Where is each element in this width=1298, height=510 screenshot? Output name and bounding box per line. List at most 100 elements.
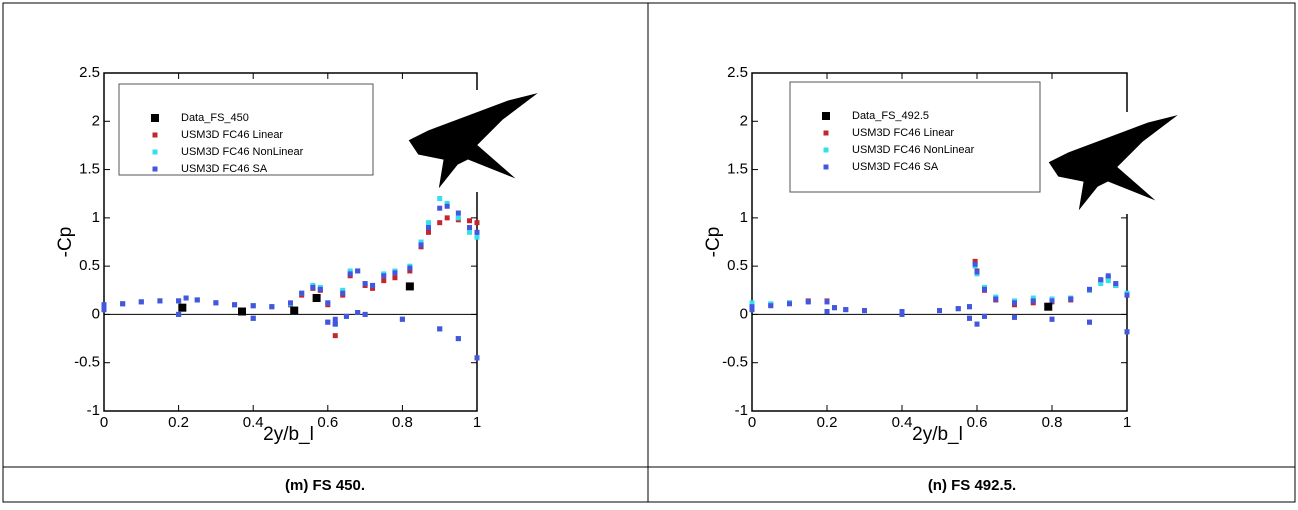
cfd-point [250, 303, 256, 309]
y-tick-label: -1 [87, 402, 100, 419]
cfd-point [972, 258, 978, 264]
cfd-point [325, 319, 331, 325]
cfd-point [1012, 300, 1017, 306]
y-tick-label: 0 [92, 305, 100, 322]
cfd-point [955, 306, 961, 312]
y-axis-label: -Cp [703, 227, 724, 258]
cfd-point [310, 284, 316, 290]
cfd-point [213, 300, 219, 306]
data-point [178, 303, 187, 312]
cfd-point [399, 316, 405, 322]
cfd-point [340, 290, 346, 296]
x-tick-label: 0 [100, 414, 108, 431]
legend-box [118, 83, 374, 176]
x-tick-label: 0.6 [967, 414, 988, 431]
cfd-point [787, 301, 792, 307]
y-tick-label: 1 [92, 209, 100, 226]
cfd-point [843, 307, 849, 313]
cfd-point [347, 271, 353, 277]
legend-label: USM3D FC46 SA [852, 161, 939, 173]
legend-label: USM3D FC46 Linear [181, 129, 283, 141]
cfd-point [299, 290, 305, 296]
x-tick-label: 0.8 [1042, 414, 1063, 431]
legend-label: USM3D FC46 Linear [852, 127, 954, 139]
cfd-point [332, 333, 338, 339]
airplane-icon [407, 91, 541, 192]
cfd-point [982, 286, 987, 292]
cfd-point [370, 285, 376, 291]
cfd-point [157, 298, 163, 304]
cfd-point [176, 298, 182, 304]
x-tick-label: 0 [748, 414, 756, 431]
cfd-point [749, 300, 755, 306]
x-tick-label: 0.4 [892, 414, 913, 431]
cfd-point [340, 287, 346, 293]
y-axis-label: -Cp [55, 227, 76, 258]
cfd-point [1105, 273, 1111, 279]
y-tick-label: 2 [740, 112, 748, 129]
legend-marker [823, 147, 829, 153]
y-tick-label: -0.5 [74, 354, 100, 371]
cfd-point [101, 302, 107, 308]
legend-label: USM3D FC46 NonLinear [852, 144, 975, 156]
cfd-point [467, 225, 473, 231]
cfd-point [1087, 286, 1092, 292]
cfd-point [1087, 319, 1092, 325]
legend-marker [152, 132, 158, 138]
cfd-point [474, 229, 480, 235]
cfd-point [967, 315, 972, 321]
plot-frame [751, 72, 1128, 412]
cfd-point [288, 300, 293, 306]
plot-frame [103, 72, 478, 412]
cfd-point [426, 229, 432, 235]
cfd-point [444, 215, 450, 221]
y-tick-label: 1.5 [79, 161, 100, 178]
cfd-point [232, 302, 238, 308]
x-tick-label: 1 [1123, 414, 1131, 431]
legend-label: USM3D FC46 SA [181, 163, 268, 175]
y-tick-label: 0.5 [79, 257, 100, 274]
cfd-point [1030, 298, 1036, 304]
cfd-point [120, 301, 126, 307]
cfd-point [138, 299, 144, 305]
cfd-point [1030, 295, 1036, 301]
airplane-icon [1047, 113, 1181, 214]
caption: (m) FS 450. [285, 477, 365, 494]
data-point [312, 294, 321, 303]
cfd-point [474, 220, 480, 226]
data-point [238, 307, 247, 316]
cfd-point [381, 273, 387, 279]
cfd-point [1098, 281, 1104, 287]
cfd-point [392, 275, 398, 281]
cfd-point [176, 311, 182, 317]
cfd-point [437, 326, 443, 332]
cfd-point [832, 305, 837, 311]
legend-marker [823, 130, 829, 136]
cfd-point [332, 321, 338, 327]
cfd-point [355, 309, 361, 315]
cfd-point [183, 295, 189, 301]
cfd-point [1049, 298, 1055, 304]
cfd-point [967, 304, 972, 310]
cfd-point [1124, 329, 1130, 335]
y-tick-label: 2.5 [79, 64, 100, 81]
cfd-point [972, 261, 978, 267]
cfd-point [474, 234, 480, 240]
cfd-point [467, 229, 473, 235]
y-tick-label: 2 [92, 112, 100, 129]
cfd-point [937, 308, 942, 314]
legend-marker [823, 164, 829, 170]
cfd-point [381, 278, 387, 284]
caption: (n) FS 492.5. [928, 477, 1016, 494]
x-tick-label: 0.8 [392, 414, 413, 431]
y-tick-label: -1 [735, 402, 748, 419]
y-tick-label: 1.5 [727, 161, 748, 178]
cfd-point [455, 215, 461, 221]
cfd-point [1049, 316, 1055, 322]
cfd-point [325, 300, 331, 306]
cfd-point [101, 307, 107, 313]
legend-marker [151, 114, 159, 122]
cfd-point [437, 196, 443, 202]
cfd-point [455, 336, 461, 342]
